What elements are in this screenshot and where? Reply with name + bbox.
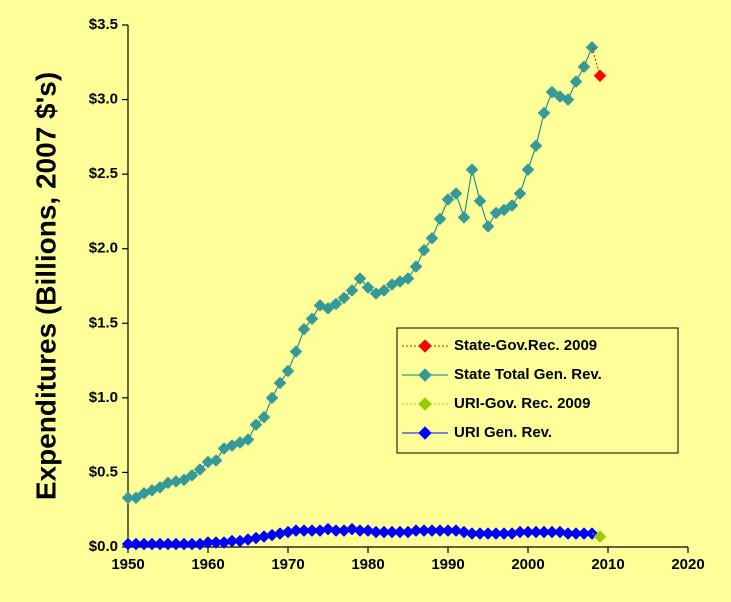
data-point — [417, 243, 431, 257]
data-point — [305, 312, 319, 326]
data-point — [577, 60, 591, 74]
data-point — [457, 525, 471, 539]
data-point — [457, 211, 471, 224]
legend-label: State Total Gen. Rev. — [454, 366, 602, 383]
data-point — [297, 322, 311, 336]
legend-marker — [418, 397, 432, 411]
y-tick-label: $1.5 — [89, 314, 118, 331]
data-point — [361, 524, 375, 537]
x-tick-label: 2010 — [591, 556, 624, 573]
data-point — [321, 522, 335, 536]
data-point — [513, 187, 527, 200]
data-point — [409, 260, 423, 273]
legend: State-Gov.Rec. 2009 State Total Gen. Rev.… — [396, 327, 679, 454]
data-point — [345, 522, 359, 536]
legend-item-uri-gov-rec-2009: URI-Gov. Rec. 2009 — [402, 395, 590, 412]
data-point — [545, 85, 559, 99]
data-point — [537, 106, 551, 120]
data-point — [177, 473, 191, 487]
data-point — [241, 433, 255, 446]
series-state-total-gen-rev — [121, 41, 599, 505]
data-point — [593, 69, 607, 83]
data-point — [329, 297, 343, 311]
data-point — [481, 219, 495, 233]
y-tick-label: $2.0 — [89, 240, 118, 257]
y-tick-label: $3.0 — [89, 91, 118, 108]
data-point — [449, 524, 463, 537]
x-tick-label: 1960 — [191, 556, 224, 573]
data-point — [593, 530, 607, 543]
x-tick-label: 1970 — [271, 556, 304, 573]
y-tick-label: $3.5 — [89, 16, 118, 33]
data-point — [505, 199, 519, 212]
data-point — [473, 194, 487, 208]
legend-item-uri-gen-rev: URI Gen. Rev. — [402, 424, 552, 441]
data-point — [377, 284, 391, 297]
legend-marker — [418, 426, 432, 440]
data-point — [561, 93, 575, 106]
series-uri-gen-rev — [121, 522, 599, 551]
data-point — [353, 272, 367, 285]
data-point — [441, 193, 455, 206]
data-point — [281, 364, 295, 378]
x-tick-label: 1980 — [351, 556, 384, 573]
y-tick-label: $0.0 — [89, 538, 118, 555]
legend-marker — [418, 339, 432, 353]
data-point — [401, 272, 415, 285]
legend-label: URI Gen. Rev. — [454, 424, 552, 441]
legend-label: State-Gov.Rec. 2009 — [454, 337, 597, 354]
x-tick-label: 1990 — [431, 556, 464, 573]
data-point — [289, 345, 303, 358]
data-point — [185, 469, 199, 482]
y-axis-label: Expenditures (Billions, 2007 $'s) — [30, 72, 61, 500]
data-point — [153, 480, 167, 494]
data-point — [257, 410, 271, 424]
data-point — [273, 376, 287, 390]
series-state-gov-rec-2009 — [591, 47, 607, 83]
data-point — [433, 212, 447, 226]
data-point — [265, 391, 279, 405]
data-point — [209, 454, 223, 467]
y-tick-label: $1.0 — [89, 389, 118, 406]
plot-area: $0.0 $0.5 $1.0 $1.5 $2.0 $2.5 $3.0 $3.5 1950 196… — [89, 16, 705, 573]
y-axis-ticks: $0.0 $0.5 $1.0 $1.5 $2.0 $2.5 $3.0 $3.5 — [89, 16, 128, 555]
data-point — [321, 302, 335, 315]
series-uri-gov-rec-2009 — [591, 530, 607, 543]
series-layer — [121, 41, 607, 551]
data-point — [497, 203, 511, 217]
data-point — [249, 418, 263, 432]
data-point — [465, 163, 479, 177]
x-axis-ticks: 1950 1960 1970 1980 1990 2000 2010 2020 — [111, 547, 705, 573]
data-point — [529, 139, 543, 153]
legend-item-state-total-gen-rev: State Total Gen. Rev. — [402, 366, 602, 383]
data-point — [521, 163, 535, 177]
data-point — [193, 463, 207, 476]
legend-box — [396, 327, 679, 454]
legend-marker — [418, 368, 432, 382]
y-tick-label: $2.5 — [89, 165, 118, 182]
data-point — [449, 187, 463, 200]
data-point — [569, 75, 583, 89]
legend-label: URI-Gov. Rec. 2009 — [454, 395, 590, 412]
data-point — [337, 291, 351, 305]
legend-item-state-gov-rec-2009: State-Gov.Rec. 2009 — [402, 337, 597, 354]
x-tick-label: 2020 — [671, 556, 704, 573]
y-tick-label: $0.5 — [89, 463, 118, 480]
x-tick-label: 1950 — [111, 556, 144, 573]
data-point — [425, 231, 439, 245]
data-point — [361, 281, 375, 294]
data-point — [553, 525, 567, 539]
data-point — [129, 491, 143, 505]
x-tick-label: 2000 — [511, 556, 544, 573]
data-point — [345, 284, 359, 297]
